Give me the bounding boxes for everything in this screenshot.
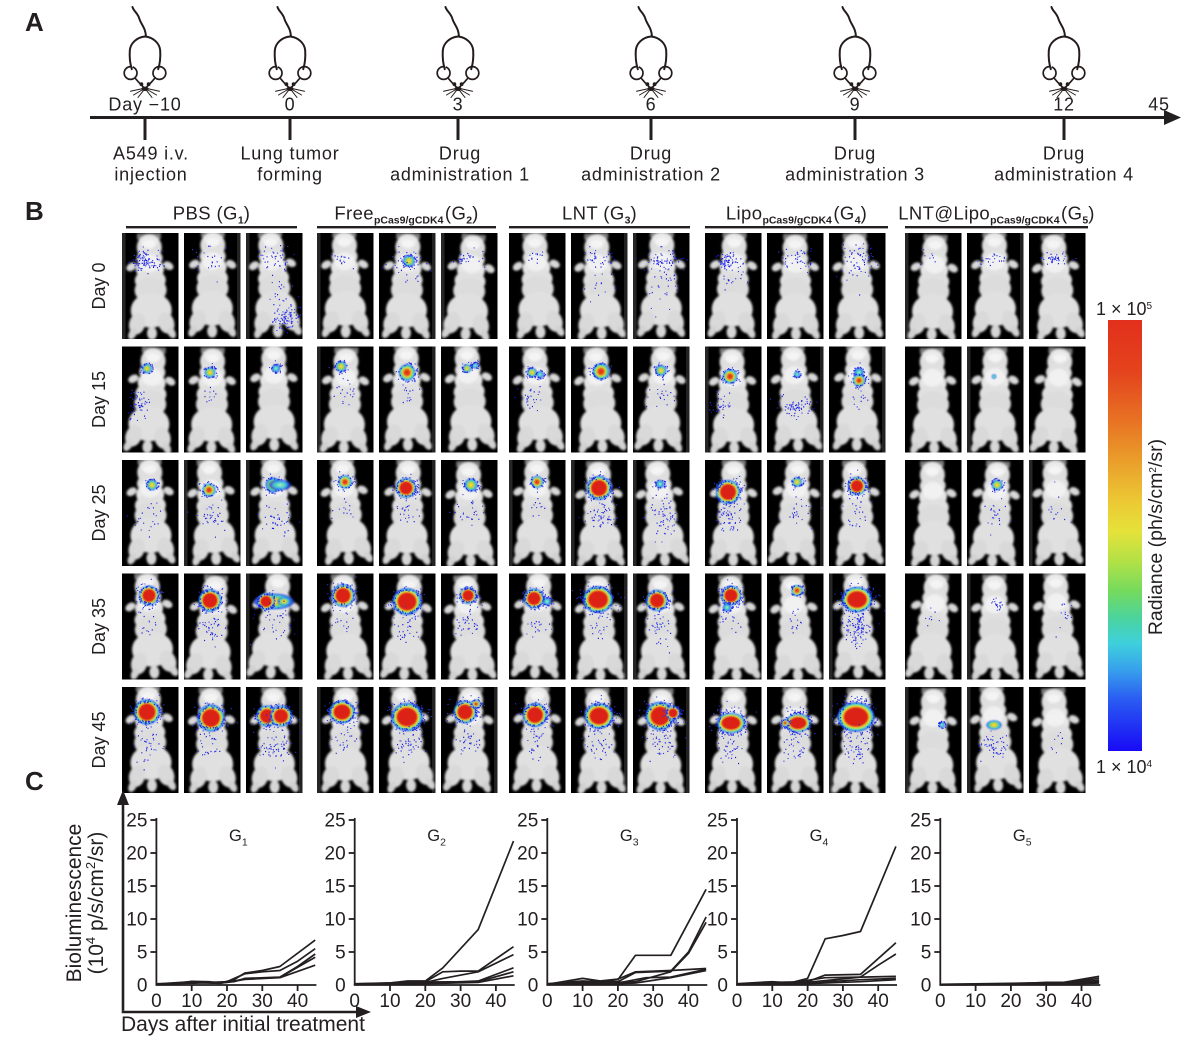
svg-text:Drug: Drug (630, 144, 672, 164)
svg-text:5: 5 (717, 943, 728, 964)
svg-text:25: 25 (910, 811, 931, 832)
svg-text:G3: G3 (620, 827, 639, 849)
svg-text:10: 10 (181, 991, 202, 1012)
svg-text:10: 10 (965, 991, 986, 1012)
svg-text:20: 20 (910, 844, 931, 865)
svg-text:LNT (G3​): LNT (G3​) (562, 203, 637, 227)
svg-text:10: 10 (762, 991, 783, 1012)
svg-text:1 × 105: 1 × 105 (1096, 299, 1153, 319)
svg-text:A549 i.v.: A549 i.v. (113, 144, 189, 164)
svg-text:0: 0 (335, 976, 346, 997)
svg-text:0: 0 (349, 991, 360, 1012)
svg-text:15: 15 (517, 877, 538, 898)
svg-text:10: 10 (910, 910, 931, 931)
svg-text:FreepCas9/gCDK4​(G2​): FreepCas9/gCDK4​(G2​) (334, 203, 478, 227)
svg-text:0: 0 (285, 95, 296, 115)
svg-text:40: 40 (1071, 991, 1092, 1012)
svg-text:40: 40 (485, 991, 506, 1012)
svg-text:10: 10 (325, 910, 346, 931)
svg-text:LNT@LipopCas9/gCDK4​(G5​): LNT@LipopCas9/gCDK4​(G5​) (898, 203, 1095, 227)
svg-text:administration 4: administration 4 (994, 165, 1134, 185)
svg-text:administration 1: administration 1 (390, 165, 530, 185)
svg-text:30: 30 (832, 991, 853, 1012)
svg-text:Drug: Drug (834, 144, 876, 164)
svg-text:5: 5 (528, 943, 539, 964)
svg-text:25: 25 (325, 811, 346, 832)
svg-text:10: 10 (572, 991, 593, 1012)
svg-text:12: 12 (1053, 95, 1075, 115)
svg-text:20: 20 (1000, 991, 1021, 1012)
svg-text:0: 0 (542, 991, 553, 1012)
svg-text:1 × 104: 1 × 104 (1096, 757, 1153, 777)
svg-text:20: 20 (607, 991, 628, 1012)
svg-text:administration 2: administration 2 (581, 165, 721, 185)
svg-text:Days after initial treatment: Days after initial treatment (121, 1013, 365, 1036)
svg-text:10: 10 (517, 910, 538, 931)
svg-text:3: 3 (453, 95, 464, 115)
svg-text:0: 0 (151, 991, 162, 1012)
svg-text:C: C (25, 766, 44, 796)
svg-text:10: 10 (379, 991, 400, 1012)
svg-text:0: 0 (717, 976, 728, 997)
svg-text:9: 9 (850, 95, 861, 115)
svg-text:5: 5 (921, 943, 932, 964)
svg-text:6: 6 (646, 95, 657, 115)
svg-text:Day −10: Day −10 (108, 95, 181, 115)
svg-text:Drug: Drug (439, 144, 481, 164)
svg-text:forming: forming (257, 165, 323, 185)
svg-text:15: 15 (325, 877, 346, 898)
svg-text:B: B (25, 196, 44, 226)
svg-text:Day 25: Day 25 (89, 484, 109, 541)
svg-text:administration 3: administration 3 (785, 165, 925, 185)
svg-text:20: 20 (415, 991, 436, 1012)
svg-text:25: 25 (707, 811, 728, 832)
svg-text:20: 20 (325, 844, 346, 865)
svg-text:40: 40 (287, 991, 308, 1012)
svg-text:Bioluminescence: Bioluminescence (63, 824, 86, 983)
svg-text:(104 p/s/cm2/sr): (104 p/s/cm2/sr) (83, 832, 108, 975)
svg-text:Day 15: Day 15 (89, 371, 109, 428)
svg-text:20: 20 (216, 991, 237, 1012)
svg-text:20: 20 (126, 844, 147, 865)
svg-text:0: 0 (528, 976, 539, 997)
svg-text:A: A (25, 7, 44, 37)
svg-text:40: 40 (868, 991, 889, 1012)
svg-text:0: 0 (137, 976, 148, 997)
svg-text:Day 45: Day 45 (89, 711, 109, 768)
svg-text:injection: injection (114, 165, 187, 185)
svg-text:45: 45 (1148, 95, 1170, 115)
svg-text:10: 10 (126, 910, 147, 931)
svg-text:0: 0 (935, 991, 946, 1012)
svg-text:Drug: Drug (1043, 144, 1085, 164)
svg-text:Day 35: Day 35 (89, 598, 109, 655)
svg-text:30: 30 (1036, 991, 1057, 1012)
svg-text:20: 20 (517, 844, 538, 865)
svg-text:5: 5 (137, 943, 148, 964)
svg-text:G5: G5 (1013, 827, 1032, 849)
svg-text:30: 30 (450, 991, 471, 1012)
svg-text:LipopCas9/gCDK4​(G4​): LipopCas9/gCDK4​(G4​) (726, 203, 867, 227)
svg-text:25: 25 (517, 811, 538, 832)
svg-text:20: 20 (797, 991, 818, 1012)
svg-text:Day 0: Day 0 (89, 262, 109, 309)
svg-text:0: 0 (732, 991, 743, 1012)
svg-text:Lung tumor: Lung tumor (240, 144, 339, 164)
svg-text:20: 20 (707, 844, 728, 865)
svg-text:5: 5 (335, 943, 346, 964)
svg-text:15: 15 (910, 877, 931, 898)
svg-text:G4: G4 (810, 827, 829, 849)
svg-text:30: 30 (252, 991, 273, 1012)
svg-text:PBS (G1​): PBS (G1​) (173, 203, 251, 227)
svg-text:10: 10 (707, 910, 728, 931)
svg-text:40: 40 (678, 991, 699, 1012)
svg-text:15: 15 (126, 877, 147, 898)
svg-text:0: 0 (921, 976, 932, 997)
svg-text:Radiance (ph/s/cm2/sr): Radiance (ph/s/cm2/sr) (1145, 439, 1167, 635)
svg-text:G2: G2 (427, 827, 446, 849)
svg-text:25: 25 (126, 811, 147, 832)
svg-text:15: 15 (707, 877, 728, 898)
svg-text:30: 30 (643, 991, 664, 1012)
svg-text:G1: G1 (229, 827, 248, 849)
